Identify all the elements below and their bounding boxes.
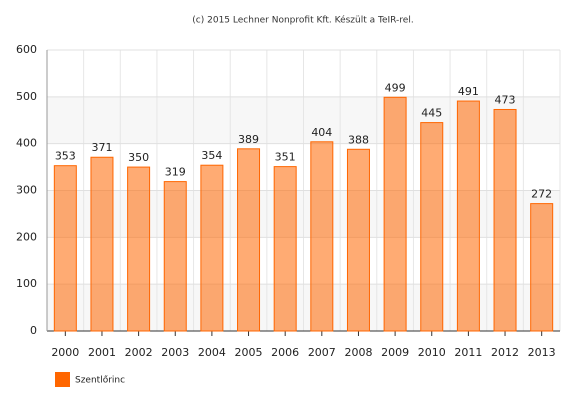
data-label: 350: [128, 151, 149, 164]
x-tick-label: 2002: [125, 346, 153, 359]
x-tick-label: 2005: [235, 346, 263, 359]
x-tick-label: 2008: [344, 346, 372, 359]
x-tick-label: 2009: [381, 346, 409, 359]
bar: [127, 166, 151, 332]
y-tick-label: 300: [16, 184, 37, 197]
y-tick-label: 0: [30, 324, 37, 337]
x-tick-label: 2010: [418, 346, 446, 359]
x-tick-label: 2011: [454, 346, 482, 359]
bar: [530, 203, 554, 332]
data-label: 404: [311, 126, 332, 139]
data-label: 371: [91, 141, 112, 154]
bar: [200, 164, 224, 332]
bar: [456, 100, 480, 332]
data-label: 353: [55, 150, 76, 163]
data-label: 272: [531, 188, 552, 201]
data-label: 354: [201, 149, 222, 162]
bar: [90, 156, 114, 332]
legend-label: Szentlőrinc: [75, 376, 125, 386]
y-tick-label: 400: [16, 137, 37, 150]
bar: [310, 141, 334, 332]
x-tick-label: 2006: [271, 346, 299, 359]
data-label: 445: [421, 107, 442, 120]
y-tick-label: 100: [16, 277, 37, 290]
x-tick-label: 2001: [88, 346, 116, 359]
data-label: 351: [275, 151, 296, 164]
x-tick-label: 2000: [51, 346, 79, 359]
x-tick-label: 2012: [491, 346, 519, 359]
bar: [163, 181, 187, 332]
y-tick-label: 200: [16, 230, 37, 243]
chart-title: (c) 2015 Lechner Nonprofit Kft. Készült …: [192, 15, 413, 26]
x-tick-label: 2003: [161, 346, 189, 359]
y-tick-label: 500: [16, 90, 37, 103]
bar: [273, 166, 297, 332]
bar: [346, 148, 370, 332]
data-label: 473: [495, 93, 516, 106]
x-tick-label: 2004: [198, 346, 226, 359]
x-tick-label: 2013: [528, 346, 556, 359]
data-label: 499: [385, 81, 406, 94]
data-label: 388: [348, 133, 369, 146]
bar: [383, 96, 407, 332]
y-tick-label: 600: [16, 43, 37, 56]
data-label: 389: [238, 133, 259, 146]
bar: [237, 148, 261, 332]
data-label: 491: [458, 85, 479, 98]
bar: [493, 108, 517, 332]
legend-swatch: [55, 372, 70, 387]
data-label: 319: [165, 166, 186, 179]
bar: [420, 122, 444, 332]
x-tick-label: 2007: [308, 346, 336, 359]
bar: [53, 165, 77, 332]
